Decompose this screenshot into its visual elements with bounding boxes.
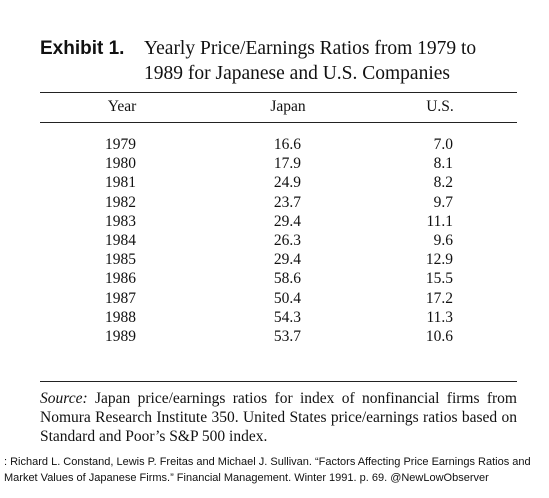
japan-cell: 53.7 <box>273 328 301 345</box>
japan-cell: 29.4 <box>273 251 301 269</box>
us-cell: 11.1 <box>426 212 453 230</box>
year-cell: 1984 <box>105 232 136 249</box>
year-cell: 1986 <box>105 270 136 288</box>
us-cell: 17.2 <box>425 289 453 307</box>
year-cell: 1982 <box>105 193 136 211</box>
source-note: Source: Japan price/earnings ratios for … <box>40 389 517 446</box>
source-label: Source: <box>40 390 88 407</box>
source-text: Japan price/earnings ratios for index of… <box>40 390 517 445</box>
us-cell: 12.9 <box>425 251 453 269</box>
year-cell: 1979 <box>105 136 136 153</box>
japan-cell: 24.9 <box>273 174 301 192</box>
us-cell: 9.7 <box>433 193 453 211</box>
rule <box>40 92 517 93</box>
column-header: Japan <box>270 98 306 115</box>
japan-cell: 17.9 <box>273 155 301 173</box>
japan-cell: 50.4 <box>273 289 301 307</box>
year-cell: 1988 <box>105 308 136 326</box>
year-cell: 1981 <box>105 174 136 192</box>
column-header: U.S. <box>426 98 454 115</box>
japan-cell: 16.6 <box>273 136 301 153</box>
exhibit-title: 1989 for Japanese and U.S. Companies <box>144 63 450 84</box>
japan-cell: 58.6 <box>273 270 301 288</box>
year-cell: 1983 <box>105 212 136 230</box>
credit: : Richard L. Constand, Lewis P. Freitas … <box>4 456 531 484</box>
rule <box>40 122 517 123</box>
column-header: Year <box>107 98 137 115</box>
us-cell: 8.1 <box>433 155 453 173</box>
year-cell: 1987 <box>105 289 136 307</box>
japan-cell: 29.4 <box>273 212 301 230</box>
us-cell: 15.5 <box>425 270 453 288</box>
japan-cell: 26.3 <box>273 232 301 249</box>
exhibit-label: Exhibit 1. <box>40 38 125 59</box>
exhibit-title: Yearly Price/Earnings Ratios from 1979 t… <box>144 38 477 59</box>
us-cell: 7.0 <box>433 136 453 153</box>
us-cell: 11.3 <box>426 308 453 326</box>
us-cell: 9.6 <box>433 232 453 249</box>
us-cell: 8.2 <box>433 174 453 192</box>
japan-cell: 23.7 <box>273 193 301 211</box>
year-cell: 1980 <box>105 155 136 173</box>
japan-cell: 54.3 <box>273 308 301 326</box>
year-cell: 1989 <box>105 328 136 345</box>
rule <box>40 381 517 382</box>
year-cell: 1985 <box>105 251 136 269</box>
us-cell: 10.6 <box>425 328 453 345</box>
